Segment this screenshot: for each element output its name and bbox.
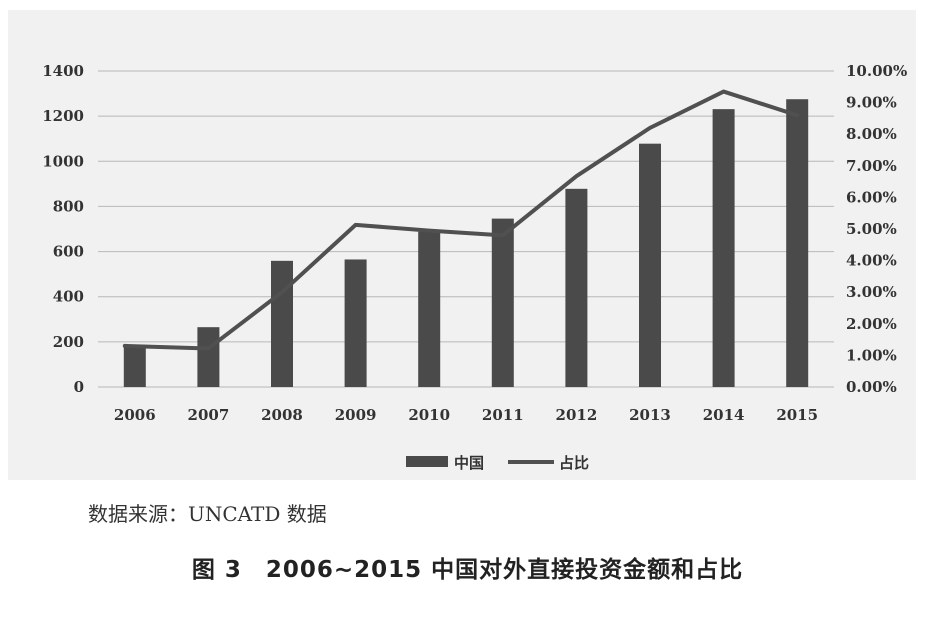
y-left-tick-label: 200 [53, 333, 84, 351]
chart-panel: 1400 1200 1000 800 600 400 200 0 10.00% 9.00% 8.00… [8, 10, 916, 480]
y-right-tick-label: 6.00% [846, 188, 897, 206]
line-path [122, 89, 800, 351]
legend-bar-swatch [406, 456, 448, 467]
legend-bar-label: 中国 [454, 454, 484, 472]
x-tick-label: 2006 [114, 406, 156, 424]
y-right-tick-label: 4.00% [846, 252, 897, 270]
x-tick-label: 2010 [408, 406, 450, 424]
x-tick-label: 2007 [188, 406, 230, 424]
x-tick-label: 2014 [703, 406, 745, 424]
bar [344, 259, 367, 387]
y-right-tick-label: 10.00% [846, 62, 907, 80]
y-right-tick-label: 2.00% [846, 315, 897, 333]
legend: 中国 占比 [406, 454, 589, 472]
y-left-tick-label: 1200 [42, 107, 84, 125]
bar [197, 327, 220, 387]
x-tick-label: 2008 [261, 406, 303, 424]
bar [491, 218, 514, 387]
y-left-tick-label: 1000 [42, 152, 84, 170]
x-tick-label: 2009 [335, 406, 377, 424]
source-note: 数据来源：UNCATD 数据 [88, 502, 327, 526]
y-right-tick-label: 7.00% [846, 157, 897, 175]
bar [123, 347, 146, 387]
line-series [122, 89, 800, 351]
gridlines [98, 70, 834, 388]
x-tick-label: 2013 [629, 406, 671, 424]
combo-chart: 1400 1200 1000 800 600 400 200 0 10.00% 9.00% 8.00… [42, 62, 907, 472]
y-left-tick-label: 1400 [42, 62, 84, 80]
figure-caption: 图 3 2006~2015 中国对外直接投资金额和占比 [191, 557, 744, 583]
bar [639, 143, 661, 387]
axis-ticks: 1400 1200 1000 800 600 400 200 0 10.00% 9.00% 8.00… [42, 62, 907, 424]
bar [271, 260, 293, 387]
x-tick-label: 2015 [776, 406, 818, 424]
y-left-tick-label: 600 [53, 243, 84, 261]
y-right-tick-label: 1.00% [846, 346, 897, 364]
y-right-tick-label: 0.00% [846, 378, 897, 396]
bar-series [123, 99, 809, 387]
bar [786, 99, 809, 387]
y-right-tick-label: 5.00% [846, 220, 897, 238]
bar [418, 231, 441, 387]
y-left-tick-label: 0 [74, 378, 84, 396]
y-left-tick-label: 800 [53, 197, 84, 215]
y-right-tick-label: 3.00% [846, 283, 897, 301]
y-left-tick-label: 400 [53, 288, 84, 306]
legend-line-label: 占比 [559, 454, 589, 472]
y-right-tick-label: 9.00% [846, 94, 897, 112]
x-tick-label: 2012 [556, 406, 598, 424]
bar [565, 188, 588, 387]
y-right-tick-label: 8.00% [846, 125, 897, 143]
x-tick-label: 2011 [482, 406, 524, 424]
bar [712, 109, 735, 387]
